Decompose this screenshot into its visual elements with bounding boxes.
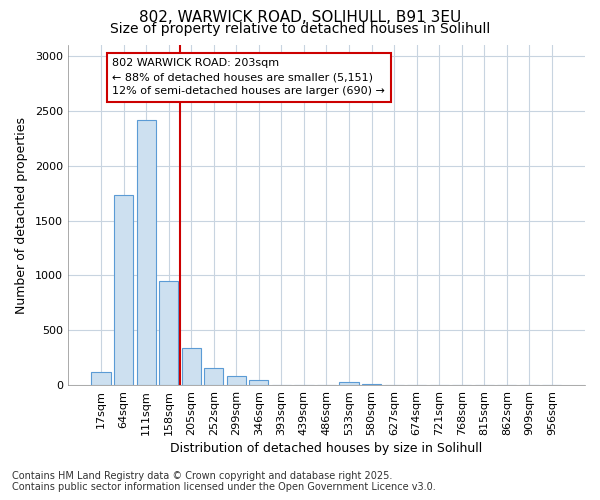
Y-axis label: Number of detached properties: Number of detached properties: [15, 116, 28, 314]
Bar: [249, 380, 268, 385]
Text: Size of property relative to detached houses in Solihull: Size of property relative to detached ho…: [110, 22, 490, 36]
X-axis label: Distribution of detached houses by size in Solihull: Distribution of detached houses by size …: [170, 442, 482, 455]
Bar: [182, 348, 201, 385]
Bar: [340, 382, 359, 385]
Bar: [204, 368, 223, 385]
Bar: [137, 120, 155, 385]
Text: Contains HM Land Registry data © Crown copyright and database right 2025.
Contai: Contains HM Land Registry data © Crown c…: [12, 471, 436, 492]
Bar: [114, 196, 133, 385]
Bar: [91, 372, 110, 385]
Bar: [227, 376, 246, 385]
Bar: [362, 384, 381, 385]
Bar: [159, 281, 178, 385]
Text: 802 WARWICK ROAD: 203sqm
← 88% of detached houses are smaller (5,151)
12% of sem: 802 WARWICK ROAD: 203sqm ← 88% of detach…: [112, 58, 385, 96]
Text: 802, WARWICK ROAD, SOLIHULL, B91 3EU: 802, WARWICK ROAD, SOLIHULL, B91 3EU: [139, 10, 461, 25]
